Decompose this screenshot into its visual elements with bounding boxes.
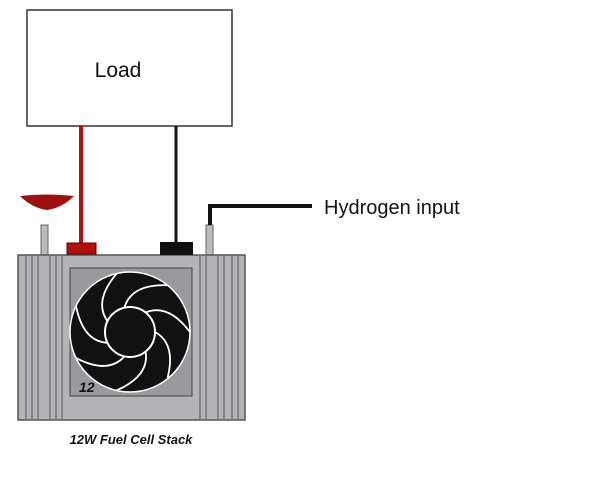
fan-blade — [145, 309, 191, 333]
load-label: Load — [95, 59, 142, 82]
fan-blades — [75, 272, 191, 392]
fan-blade — [75, 305, 108, 344]
left-post — [40, 224, 49, 257]
positive-terminal — [66, 242, 97, 255]
fan-blade — [101, 272, 118, 322]
hydrogen-pipe — [208, 204, 312, 225]
fan-blade — [116, 351, 147, 392]
fan-label: 12 — [79, 379, 95, 395]
stripes — [25, 256, 239, 419]
negative-terminal — [160, 242, 193, 255]
right-post — [205, 224, 214, 257]
indicator — [20, 194, 74, 210]
hydrogen-label: Hydrogen input — [324, 197, 460, 219]
fan-hub — [104, 306, 156, 358]
load-box — [26, 9, 233, 127]
fan-blade — [75, 355, 126, 367]
fan-blade — [123, 284, 168, 308]
fan-blade — [154, 331, 171, 380]
stack-label: 12W Fuel Cell Stack — [70, 432, 194, 447]
